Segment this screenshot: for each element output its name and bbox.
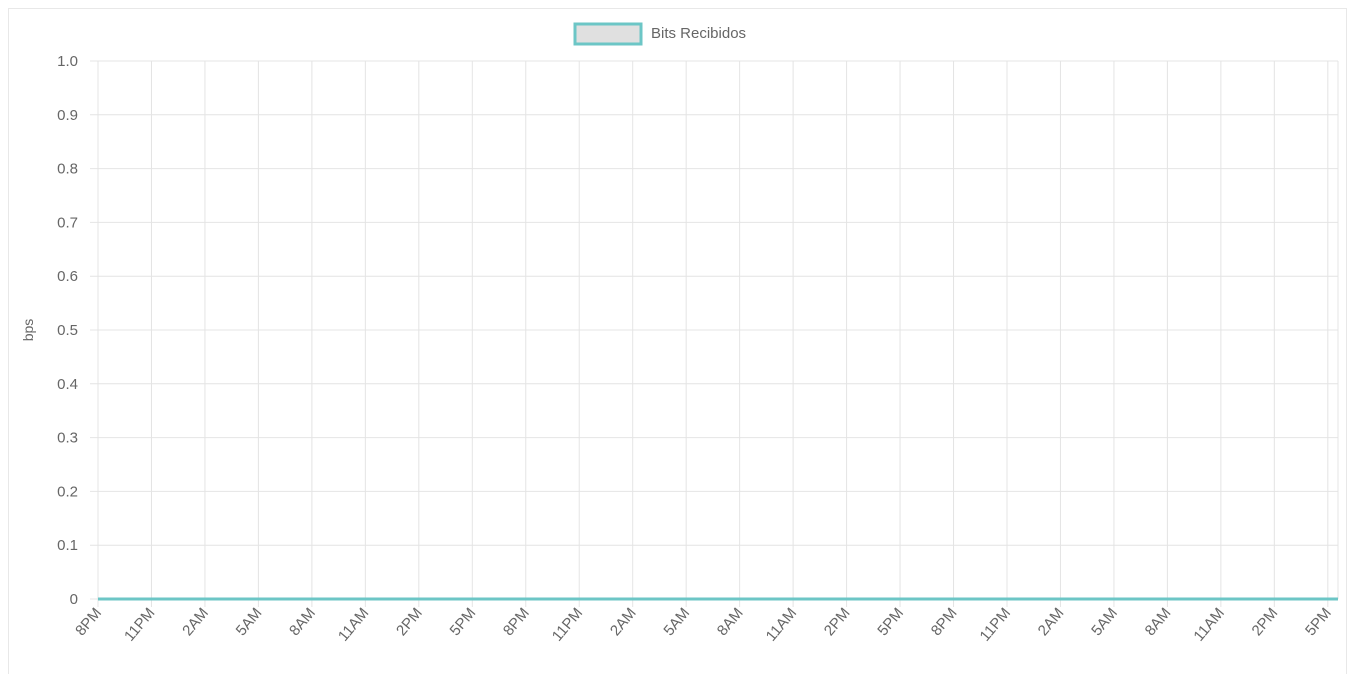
x-tick-label: 8PM (500, 605, 533, 640)
x-tick-label: 5AM (1088, 605, 1121, 640)
x-tick-label: 5PM (447, 605, 480, 640)
x-tick-label: 11PM (549, 605, 586, 645)
y-tick-label: 0.3 (57, 430, 78, 447)
x-tick-label: 2AM (179, 605, 212, 640)
y-tick-label: 0.1 (57, 537, 78, 554)
y-axis-ticks: 0 0.1 0.2 0.3 0.4 0.5 0.6 0.7 0.8 0.9 1.0 (57, 53, 78, 608)
y-tick-label: 0.4 (57, 376, 78, 393)
y-tick-label: 0.7 (57, 214, 78, 231)
x-tick-label: 11AM (1190, 605, 1227, 645)
x-tick-label: 2PM (1249, 605, 1282, 640)
x-tick-label: 8AM (1142, 605, 1175, 640)
y-tick-label: 1.0 (57, 53, 78, 70)
x-tick-label: 2PM (821, 605, 854, 640)
chart-frame (8, 8, 1347, 674)
x-tick-label: 11PM (121, 605, 158, 645)
x-tick-label: 8AM (286, 605, 319, 640)
y-tick-label: 0.9 (57, 107, 78, 124)
y-axis-label: bps (20, 319, 36, 342)
x-tick-label: 5AM (233, 605, 266, 640)
y-tick-label: 0 (70, 591, 78, 608)
x-axis-ticks: 8PM 11PM 2AM 5AM 8AM 11AM 2PM 5PM 8PM 11PM 2AM 5AM 8… (72, 605, 1335, 645)
x-tick-label: 8PM (72, 605, 105, 640)
legend[interactable]: Bits Recibidos (573, 22, 746, 46)
y-tick-label: 0.6 (57, 268, 78, 285)
y-tick-label: 0.2 (57, 483, 78, 500)
x-tick-label: 8AM (714, 605, 747, 640)
x-tick-label: 11AM (763, 605, 800, 645)
legend-swatch (573, 22, 643, 46)
x-tick-label: 2AM (1035, 605, 1068, 640)
x-tick-label: 5PM (874, 605, 907, 640)
x-tick-label: 11AM (335, 605, 372, 645)
x-tick-label: 5PM (1302, 605, 1335, 640)
y-tick-label: 0.8 (57, 161, 78, 178)
x-tick-label: 2PM (393, 605, 426, 640)
x-tick-label: 11PM (977, 605, 1014, 645)
x-tick-label: 8PM (928, 605, 961, 640)
y-tick-label: 0.5 (57, 322, 78, 339)
x-tick-label: 2AM (607, 605, 640, 640)
x-tick-label: 5AM (660, 605, 693, 640)
grid (90, 60, 1339, 607)
legend-label: Bits Recibidos (651, 25, 746, 42)
